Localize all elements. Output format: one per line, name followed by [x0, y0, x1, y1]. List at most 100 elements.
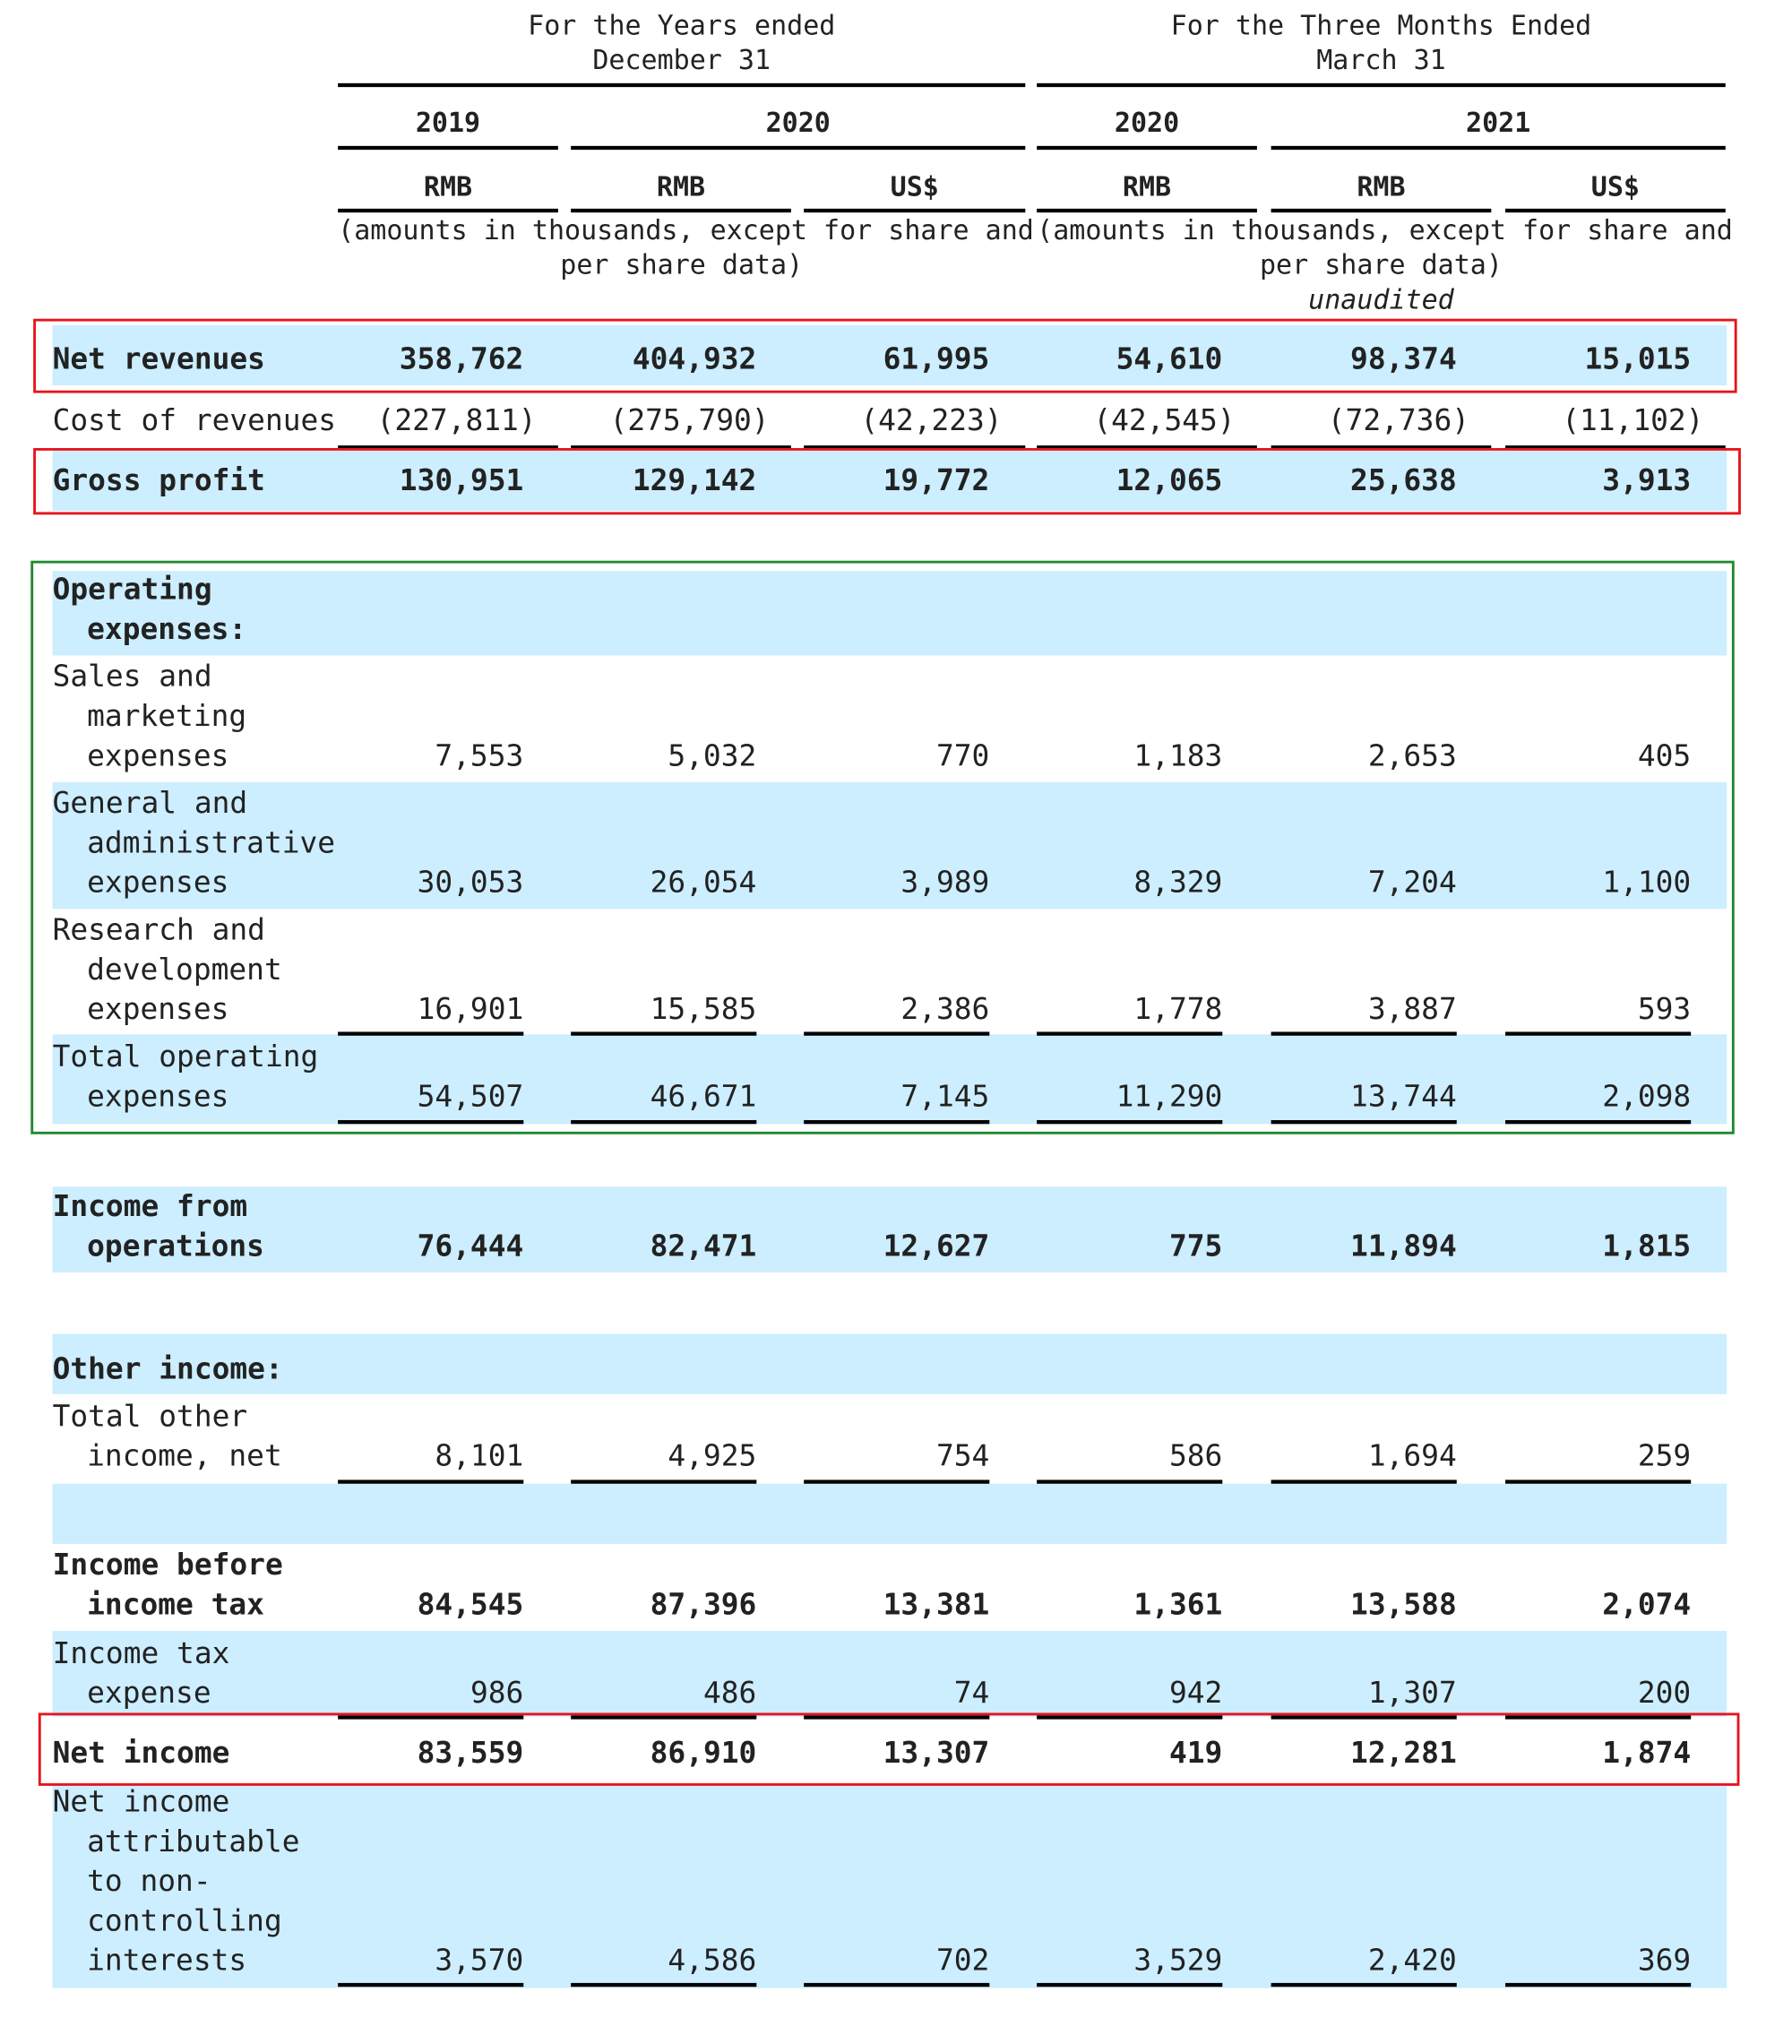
- row-label-line: administrative: [87, 826, 336, 861]
- currency-header: US$: [890, 171, 939, 203]
- value-cell: 4,586: [668, 1945, 757, 1979]
- value-cell: (72,736): [1327, 404, 1470, 438]
- value-cell: 754: [935, 1440, 990, 1474]
- row-label-line: controlling: [87, 1904, 282, 1938]
- value-cell: 13,588: [1350, 1588, 1457, 1623]
- row-label-line: Income before: [52, 1548, 283, 1583]
- value-cell: 12,065: [1116, 464, 1223, 498]
- value-cell: (42,223): [860, 404, 1003, 438]
- amounts-note-line1: (amounts in thousands, except for share …: [338, 215, 1034, 246]
- value-cell: 13,381: [883, 1588, 990, 1623]
- cell-rule: [1037, 1031, 1223, 1036]
- value-cell: 3,913: [1602, 464, 1692, 498]
- band-income-tax: [52, 1631, 1727, 1717]
- value-cell: 19,772: [883, 464, 990, 498]
- value-cell: 11,290: [1116, 1080, 1223, 1114]
- value-cell: 25,638: [1350, 464, 1457, 498]
- currency-rule: [571, 208, 791, 213]
- currency-rule: [1037, 208, 1257, 213]
- amounts-note-years: (amounts in thousands, except for share …: [338, 214, 1034, 283]
- cell-rule: [1505, 1479, 1692, 1484]
- band-spacer: [52, 1483, 1727, 1544]
- value-cell: 2,653: [1367, 739, 1457, 773]
- value-cell: 419: [1168, 1737, 1223, 1771]
- row-label-income-from-operations: Income from operations: [53, 1188, 264, 1268]
- value-cell: 259: [1637, 1440, 1692, 1474]
- value-cell: 1,874: [1602, 1737, 1692, 1771]
- value-cell: 942: [1168, 1677, 1223, 1711]
- cell-rule: [1505, 1120, 1692, 1125]
- cell-rule: [338, 1120, 524, 1125]
- cell-rule: [338, 1031, 524, 1036]
- cell-rule: [1037, 1982, 1223, 1988]
- cell-rule: [1505, 1982, 1692, 1988]
- cell-rule: [1505, 445, 1726, 450]
- cell-rule: [1271, 1120, 1457, 1125]
- cell-rule: [1037, 1479, 1223, 1484]
- value-cell: 7,145: [900, 1080, 990, 1114]
- value-cell: 775: [1168, 1229, 1223, 1264]
- header-group-years: For the Years ended December 31: [338, 9, 1025, 78]
- value-cell: 1,778: [1133, 993, 1223, 1027]
- row-label-line: expenses: [87, 1080, 229, 1114]
- value-cell: 86,910: [650, 1737, 757, 1771]
- row-label-line: Total other: [52, 1400, 248, 1435]
- header-group-quarter-line1: For the Three Months Ended: [1170, 10, 1592, 41]
- row-label-line: Income tax: [52, 1637, 230, 1671]
- header-rule: [338, 82, 1026, 88]
- amounts-note-line1: (amounts in thousands, except for share …: [1037, 215, 1733, 246]
- value-cell: 1,307: [1367, 1677, 1457, 1711]
- row-label-line: Income from: [52, 1190, 248, 1224]
- row-label-total-other-income: Total other income, net: [53, 1398, 282, 1478]
- cell-rule: [571, 1031, 757, 1036]
- currency-header: US$: [1590, 171, 1640, 203]
- currency-header: RMB: [1357, 171, 1406, 203]
- cell-rule: [1037, 1120, 1223, 1125]
- value-cell: 1,694: [1367, 1440, 1457, 1474]
- highlight-box-operating-expenses: [30, 560, 1735, 1134]
- currency-rule: [338, 208, 558, 213]
- value-cell: 13,307: [883, 1737, 990, 1771]
- value-cell: 5,032: [668, 739, 757, 773]
- row-label-research-development: Research and development expenses: [53, 911, 282, 1031]
- year-2020: 2020: [765, 108, 831, 139]
- row-label-line: Operating: [52, 574, 212, 608]
- value-cell: 8,101: [435, 1440, 524, 1474]
- band-income-operations: [52, 1186, 1727, 1273]
- band-gross-profit: [52, 450, 1727, 512]
- value-cell: 3,989: [900, 867, 990, 901]
- value-cell: 98,374: [1350, 342, 1457, 377]
- value-cell: 61,995: [883, 342, 990, 377]
- row-label-line: Sales and: [52, 660, 212, 694]
- value-cell: 54,610: [1116, 342, 1223, 377]
- cell-rule: [571, 1715, 757, 1720]
- row-label-line: Total operating: [52, 1040, 319, 1074]
- year-2019: 2019: [415, 108, 481, 139]
- cell-rule: [571, 1982, 757, 1988]
- year-rule: [1271, 145, 1726, 151]
- row-label-line: expense: [87, 1677, 211, 1711]
- year-rule: [571, 145, 1026, 151]
- value-cell: 770: [935, 739, 990, 773]
- currency-header: RMB: [656, 171, 706, 203]
- year-2021-quarter: 2021: [1466, 108, 1531, 139]
- band-other-income: [52, 1333, 1727, 1394]
- value-cell: 74: [953, 1677, 990, 1711]
- row-label-gross-profit: Gross profit: [53, 462, 265, 502]
- value-cell: 8,329: [1133, 867, 1223, 901]
- cell-rule: [1271, 1715, 1457, 1720]
- header-group-years-line1: For the Years ended: [528, 10, 836, 41]
- value-cell: 358,762: [399, 342, 524, 377]
- value-cell: 1,183: [1133, 739, 1223, 773]
- cell-rule: [1037, 1715, 1223, 1720]
- value-cell: 30,053: [417, 867, 524, 901]
- band-nci: [52, 1785, 1727, 1988]
- row-label-net-income: Net income: [53, 1735, 230, 1774]
- row-label-line: Net income: [52, 1737, 230, 1771]
- value-cell: 1,361: [1133, 1588, 1223, 1623]
- highlight-box-net-income: [38, 1712, 1740, 1786]
- row-label-other-income: Other income:: [53, 1350, 283, 1390]
- cell-rule: [1037, 445, 1257, 450]
- value-cell: 13,744: [1350, 1080, 1457, 1114]
